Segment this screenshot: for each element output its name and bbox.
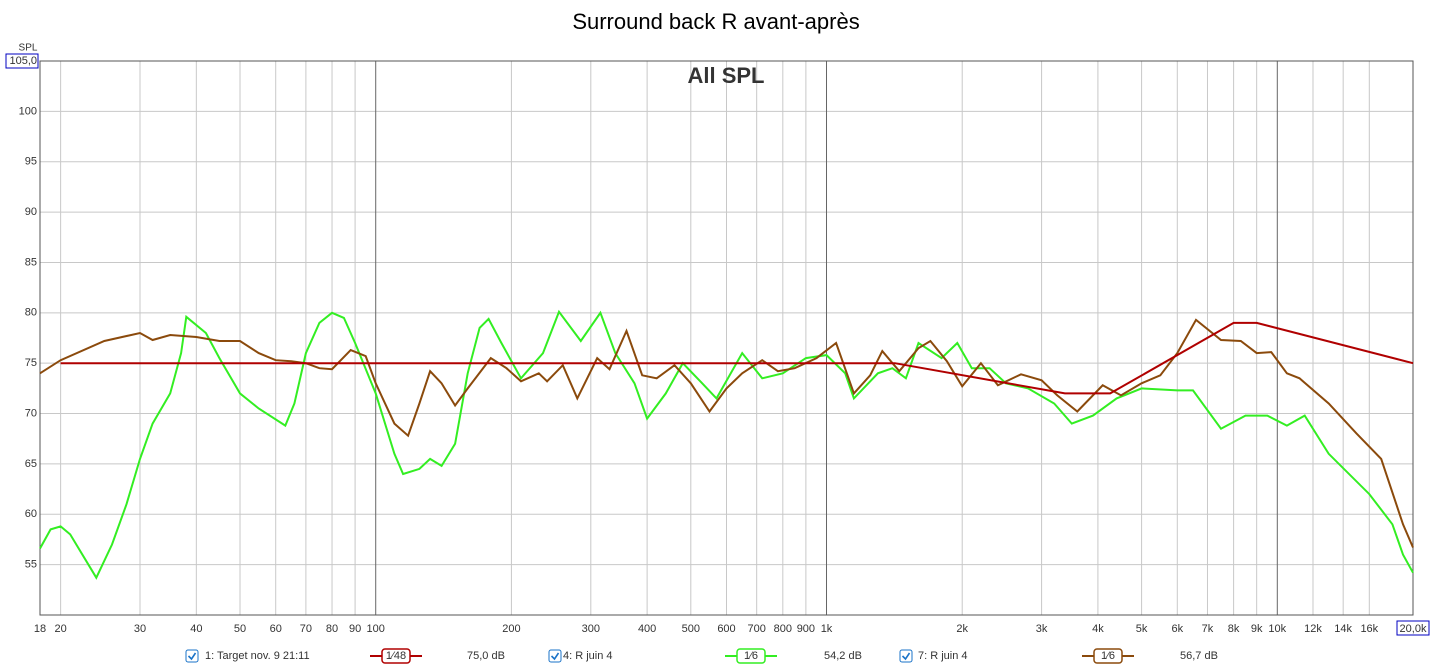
x-tick-label: 100 [367, 623, 385, 635]
legend-name: 4: R juin 4 [563, 650, 613, 662]
plot-frame [39, 60, 1414, 616]
x-tick-label: 10k [1268, 623, 1286, 635]
y-tick-label: 85 [25, 256, 37, 268]
x-tick-label: 500 [682, 623, 700, 635]
x-tick-label: 16k [1360, 623, 1378, 635]
y-tick-label: 60 [25, 508, 37, 520]
x-tick-label: 7k [1202, 623, 1214, 635]
legend-smoothing-box [736, 648, 766, 664]
y-tick-label: 55 [25, 559, 37, 571]
x-tick-label: 20 [55, 623, 67, 635]
legend-name: 1: Target nov. 9 21:11 [205, 650, 310, 662]
y-tick-label: 70 [25, 407, 37, 419]
y-tick-label: 95 [25, 156, 37, 168]
series-line [60, 321, 1414, 395]
y-tick-box [5, 53, 39, 69]
x-tick-label: 70 [300, 623, 312, 635]
x-tick-label: 18 [34, 623, 46, 635]
x-tick-label: 1k [821, 623, 833, 635]
legend-readout: 75,0 dB [467, 650, 505, 662]
y-tick-label: 100 [19, 105, 37, 117]
x-tick-label: 40 [190, 623, 202, 635]
x-tick-label: 60 [270, 623, 282, 635]
legend-smoothing: 1⁄6 [1101, 650, 1115, 662]
legend-smoothing: 1⁄48 [386, 650, 406, 662]
legend-checkbox[interactable] [548, 649, 562, 663]
x-tick-label: 800 [774, 623, 792, 635]
x-tick-label: 400 [638, 623, 656, 635]
series-line [39, 318, 1414, 548]
legend-name: 7: R juin 4 [918, 650, 968, 662]
chart-title: Surround back R avant-après [572, 9, 859, 34]
y-tick-label: 90 [25, 206, 37, 218]
x-tick-label: 12k [1304, 623, 1322, 635]
x-tick-label: 900 [797, 623, 815, 635]
x-tick-label: 6k [1171, 623, 1183, 635]
x-tick-label: 300 [582, 623, 600, 635]
x-tick-label: 14k [1334, 623, 1352, 635]
legend-readout: 54,2 dB [824, 650, 862, 662]
x-tick-label: 200 [502, 623, 520, 635]
legend-smoothing: 1⁄6 [744, 650, 758, 662]
x-tick-label: 4k [1092, 623, 1104, 635]
x-tick-box [1396, 620, 1430, 636]
x-tick-label: 3k [1036, 623, 1048, 635]
x-tick-label: 2k [956, 623, 968, 635]
legend-check[interactable] [187, 652, 197, 661]
legend-smoothing-box [1093, 648, 1123, 664]
y-tick-label: 105,0 [9, 55, 37, 67]
legend-checkbox[interactable] [899, 649, 913, 663]
x-tick-label: 80 [326, 623, 338, 635]
x-tick-label: 5k [1136, 623, 1148, 635]
legend-checkbox[interactable] [185, 649, 199, 663]
chart-subtitle: All SPL [687, 63, 764, 88]
x-tick-label: 9k [1251, 623, 1263, 635]
x-tick-label: 20,0k [1400, 623, 1427, 635]
legend-check[interactable] [901, 652, 911, 661]
y-axis-label: SPL [19, 43, 38, 54]
y-tick-label: 80 [25, 307, 37, 319]
legend-smoothing-box [381, 648, 411, 664]
x-tick-label: 600 [717, 623, 735, 635]
x-tick-label: 8k [1228, 623, 1240, 635]
x-tick-label: 50 [234, 623, 246, 635]
y-tick-label: 75 [25, 357, 37, 369]
legend-readout: 56,7 dB [1180, 650, 1218, 662]
x-tick-label: 90 [349, 623, 361, 635]
legend-check[interactable] [550, 652, 560, 661]
x-tick-label: 700 [747, 623, 765, 635]
x-tick-label: 30 [134, 623, 146, 635]
y-tick-label: 65 [25, 458, 37, 470]
